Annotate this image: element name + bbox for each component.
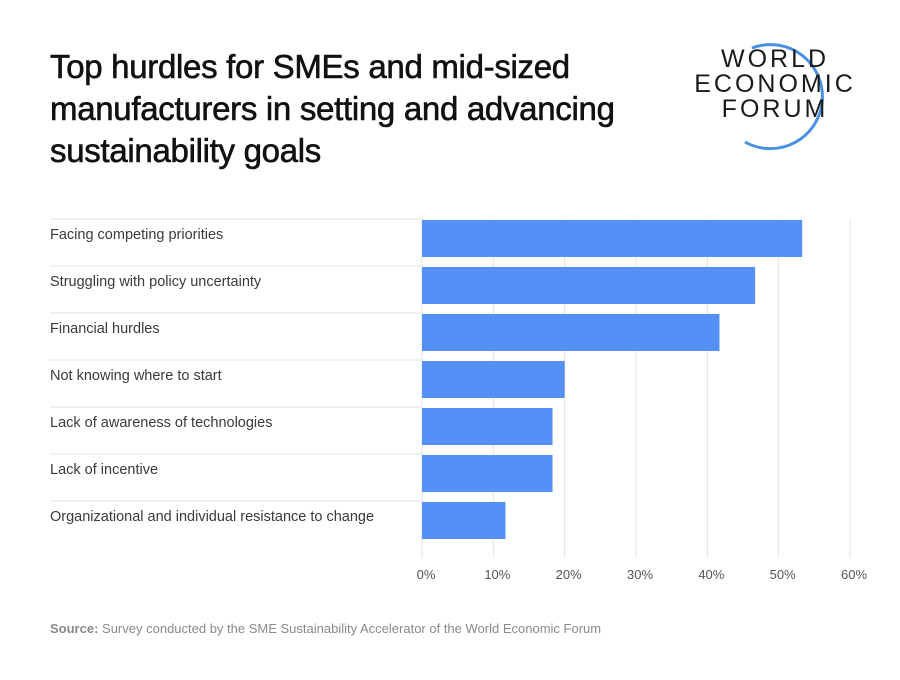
chart-title: Top hurdles for SMEs and mid-sized manuf… — [50, 48, 616, 170]
logo-word-3: FORUM — [721, 95, 829, 123]
logo-arc-icon — [744, 43, 824, 151]
x-tick-label: 0% — [417, 567, 436, 582]
category-label: Financial hurdles — [50, 321, 160, 337]
bar — [422, 220, 803, 257]
source-text: Survey conducted by the SME Sustainabili… — [102, 621, 602, 636]
bar — [422, 314, 720, 351]
bar — [422, 455, 553, 492]
x-tick-label: 60% — [841, 567, 867, 582]
bar — [422, 502, 506, 539]
bar-chart: 0% 10% 20% 30% 40% 50% 60% Facing competing pri… — [50, 218, 867, 582]
x-tick-label: 20% — [556, 567, 582, 582]
category-label: Organizational and individual resistance… — [50, 509, 374, 525]
x-tick-label: 50% — [770, 567, 796, 582]
category-label: Facing competing priorities — [50, 227, 223, 243]
category-label: Struggling with policy uncertainty — [50, 274, 262, 290]
bar — [422, 408, 553, 445]
category-label: Lack of incentive — [50, 462, 158, 478]
source-note: Source: Survey conducted by the SME Sust… — [50, 621, 601, 636]
category-label: Not knowing where to start — [50, 368, 222, 384]
x-tick-label: 10% — [484, 567, 510, 582]
bar — [422, 361, 565, 398]
source-label: Source: — [50, 621, 99, 636]
logo-word-1: WORLD — [720, 45, 830, 73]
logo-word-2: ECONOMIC — [694, 70, 856, 98]
category-label: Lack of awareness of technologies — [50, 415, 272, 431]
world-economic-forum-logo: WORLD ECONOMIC FORUM — [690, 42, 860, 152]
x-tick-label: 30% — [627, 567, 653, 582]
bar — [422, 267, 756, 304]
x-tick-label: 40% — [698, 567, 724, 582]
